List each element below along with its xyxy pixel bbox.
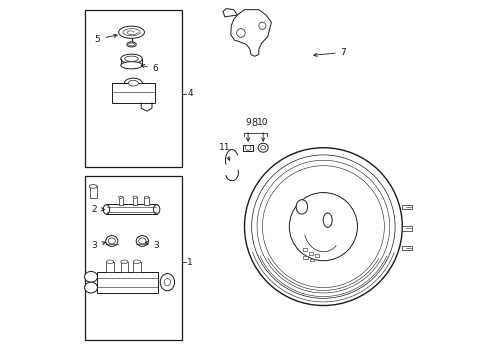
Ellipse shape [84,282,97,293]
Text: 7: 7 [313,48,346,57]
Ellipse shape [89,185,97,188]
Bar [97,272,158,293]
Bar [112,83,155,103]
Text: 2: 2 [92,205,104,214]
Ellipse shape [244,145,250,150]
Ellipse shape [133,260,140,264]
Text: 5: 5 [94,34,117,44]
Ellipse shape [128,43,134,46]
Bar [243,145,253,150]
Ellipse shape [258,143,267,152]
Bar [144,197,148,205]
Ellipse shape [122,29,140,36]
Ellipse shape [139,238,145,244]
Ellipse shape [160,274,174,291]
Ellipse shape [121,62,142,69]
Bar [85,176,182,339]
Polygon shape [223,9,237,17]
Text: 6: 6 [141,64,158,73]
Text: 3: 3 [144,242,159,251]
Ellipse shape [296,200,307,214]
Bar [402,226,411,230]
Ellipse shape [260,145,265,150]
Ellipse shape [128,80,138,86]
Ellipse shape [119,26,144,39]
Bar [402,205,411,209]
Bar [402,246,411,250]
Text: 3: 3 [92,242,105,251]
Bar [308,252,312,255]
Bar [309,258,313,261]
Bar [85,10,182,167]
Bar [133,197,137,205]
Ellipse shape [121,260,128,264]
Ellipse shape [121,54,142,63]
Text: 10: 10 [257,118,268,127]
Bar [106,262,113,272]
Ellipse shape [119,196,122,198]
Ellipse shape [105,235,118,246]
Circle shape [258,22,265,30]
Bar [106,204,156,214]
Ellipse shape [103,205,109,214]
Bar [314,254,319,257]
Ellipse shape [136,235,148,246]
Text: 11: 11 [218,143,230,161]
Ellipse shape [164,279,170,286]
Bar [121,262,128,272]
Ellipse shape [144,196,148,198]
Ellipse shape [84,271,97,282]
Text: 9: 9 [244,118,250,127]
Ellipse shape [323,213,331,227]
Ellipse shape [124,56,138,62]
Text: 1: 1 [187,258,192,267]
Bar [133,262,140,272]
Text: 8: 8 [251,118,257,128]
Ellipse shape [153,205,160,214]
Bar [119,197,122,205]
Ellipse shape [106,260,113,264]
Ellipse shape [133,196,137,198]
Ellipse shape [108,238,115,244]
Ellipse shape [124,78,142,88]
Circle shape [289,193,357,261]
Circle shape [244,148,402,306]
Bar [303,256,307,258]
Ellipse shape [126,42,136,47]
Bar [89,186,97,198]
Circle shape [236,29,244,37]
Bar [302,248,306,251]
Polygon shape [230,10,271,56]
Text: 4: 4 [187,89,192,98]
